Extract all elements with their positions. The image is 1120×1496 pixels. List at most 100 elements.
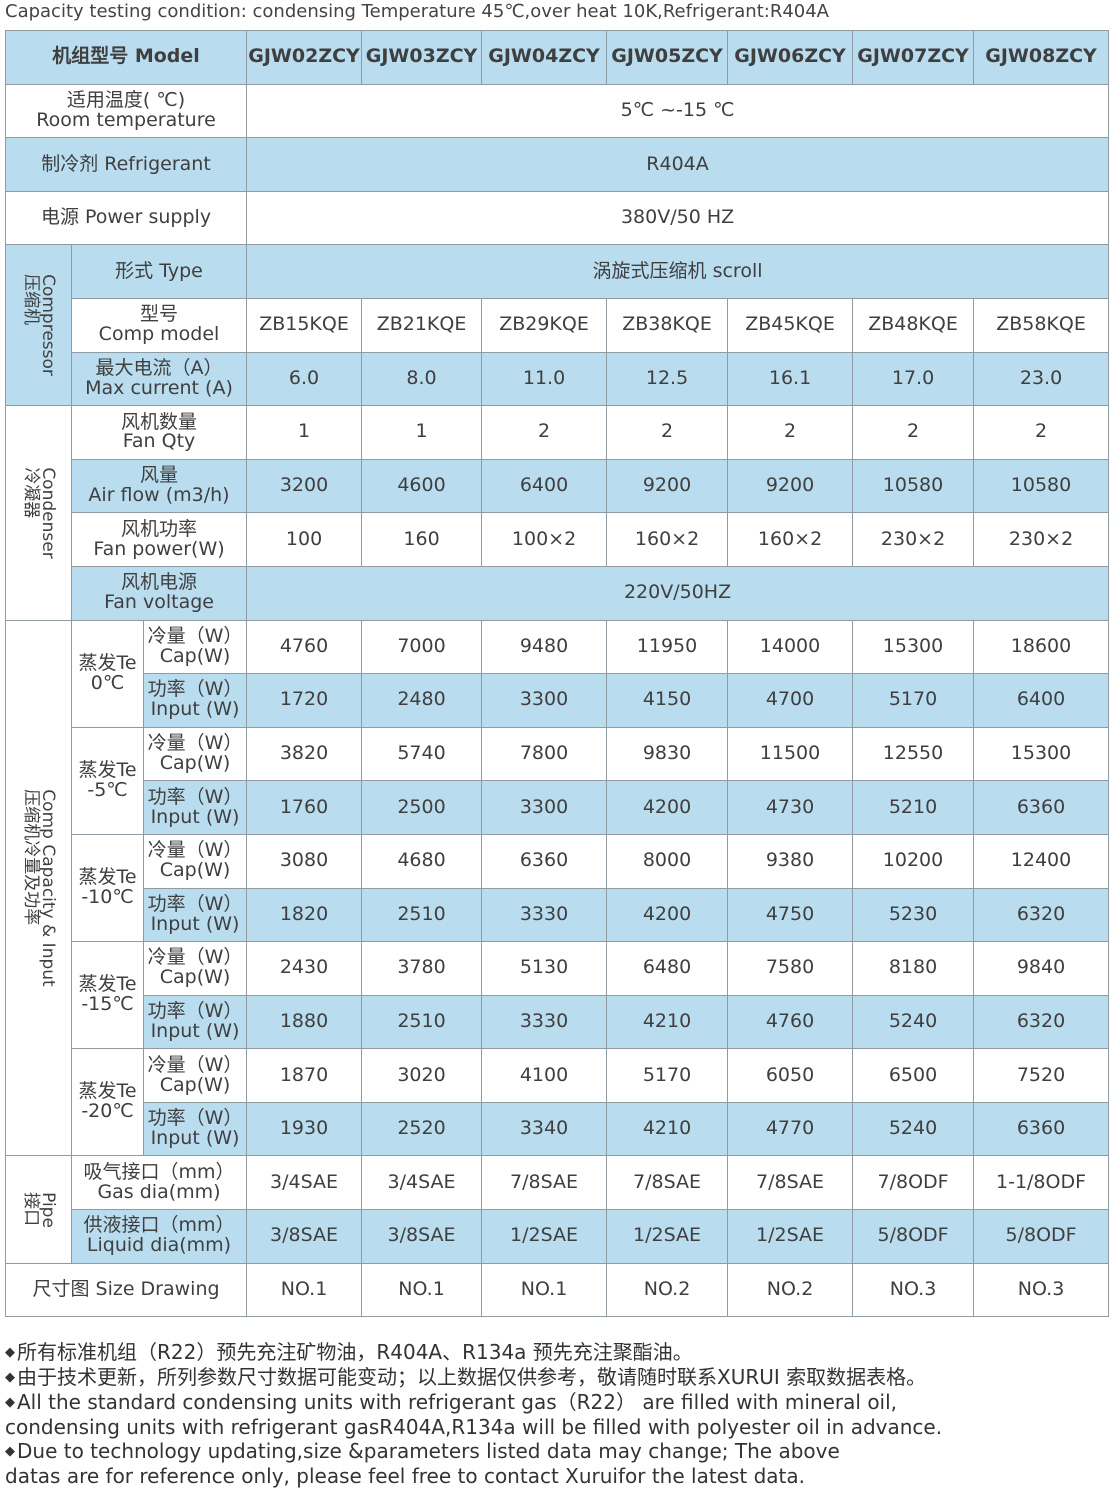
refrigerant-label: 制冷剂 Refrigerant	[4, 137, 248, 192]
label-en: Cap(W)	[159, 1073, 231, 1096]
cap-row-0: Comp Capacity & Input 压缩机冷量及功率 蒸发Te 0℃ 冷量…	[5, 619, 1110, 1157]
cap-label: 冷量（W） Cap(W)	[142, 619, 248, 675]
air-flow-label: 风量 Air flow (m3/h)	[70, 458, 248, 514]
table-cell: 3340	[481, 1101, 608, 1157]
table-cell: 8180	[852, 941, 975, 996]
table-cell: 5740	[361, 726, 483, 782]
table-cell: NO.3	[852, 1262, 975, 1318]
te-cn: 蒸发Te	[78, 866, 137, 889]
label-en: Cap(W)	[159, 644, 231, 667]
table-cell: NO.2	[606, 1262, 729, 1318]
table-cell: 5230	[852, 887, 975, 943]
gas-dia-row: Pipe 接口 吸气接口（mm） Gas dia(mm) 3/4SAE 3/4SA…	[5, 1155, 1110, 1264]
te-cn: 蒸发Te	[78, 651, 137, 674]
gas-dia-label: 吸气接口（mm） Gas dia(mm)	[70, 1155, 248, 1211]
table-cell: 4200	[606, 887, 729, 943]
group-cn: 冷凝器	[20, 467, 41, 519]
table-cell: 8.0	[361, 351, 483, 407]
input-label: 功率（W） Input (W)	[142, 1101, 248, 1157]
model-header: GJW05ZCY	[606, 30, 729, 85]
compressor-group-label: Compressor 压缩机	[5, 244, 72, 407]
table-cell: 9480	[481, 619, 608, 675]
te-value: -20℃	[81, 1100, 134, 1123]
fan-power-row: 风机功率 Fan power(W) 100 160 100×2 160×2 16…	[6, 512, 1110, 567]
table-cell: 6500	[852, 1048, 975, 1103]
table-cell: 3080	[246, 833, 363, 889]
cap-row-4: 蒸发Te -20℃ 冷量（W） Cap(W) 1870 3020 4100 51…	[6, 1048, 1110, 1157]
table-cell: 2510	[361, 994, 483, 1050]
table-cell: 1930	[246, 1101, 363, 1157]
table-cell: 5240	[852, 994, 975, 1050]
table-cell: NO.3	[973, 1262, 1110, 1318]
input-row-1: 功率（W） Input (W) 1760 2500 3300 4200 4730…	[6, 780, 1110, 835]
table-cell: 9200	[606, 458, 729, 514]
bullet-icon: ◆	[5, 1345, 15, 1360]
table-cell: 9200	[727, 458, 854, 514]
table-cell: 4600	[361, 458, 483, 514]
group-en: Comp Capacity & Input	[37, 789, 58, 987]
table-cell: 6.0	[246, 351, 363, 407]
table-cell: 12.5	[606, 351, 729, 407]
input-row-2: 功率（W） Input (W) 1820 2510 3330 4200 4750…	[6, 887, 1110, 943]
model-header: GJW02ZCY	[246, 30, 363, 85]
label-en: Input (W)	[150, 1019, 240, 1042]
te-value: -5℃	[87, 778, 128, 801]
label-cn: 冷量（W）	[147, 732, 243, 755]
table-cell: 23.0	[973, 351, 1110, 407]
comp-type-label: 形式 Type	[70, 244, 248, 299]
table-cell: 4750	[727, 887, 854, 943]
table-cell: 4200	[606, 780, 729, 835]
input-label: 功率（W） Input (W)	[142, 673, 248, 728]
table-cell: 1	[361, 405, 483, 460]
footnotes: ◆ 所有标准机组（R22）预先充注矿物油，R404A、R134a 预先充注聚酯油。…	[5, 1340, 1105, 1488]
table-cell: 11.0	[481, 351, 608, 407]
model-header: GJW08ZCY	[973, 30, 1110, 85]
label-en: Room temperature	[36, 108, 216, 131]
te-cn: 蒸发Te	[78, 973, 137, 996]
te-cn: 蒸发Te	[78, 1080, 137, 1103]
table-cell: 6050	[727, 1048, 854, 1103]
table-cell: 230×2	[852, 512, 975, 567]
table-cell: 5/8ODF	[852, 1209, 975, 1264]
label-cn: 功率（W）	[147, 892, 243, 915]
table-cell: 10200	[852, 833, 975, 889]
cap-row-1: 蒸发Te -5℃ 冷量（W） Cap(W) 3820 5740 7800 983…	[6, 726, 1110, 835]
model-header: GJW06ZCY	[727, 30, 854, 85]
table-cell: 4680	[361, 833, 483, 889]
power-supply-label: 电源 Power supply	[4, 190, 248, 246]
label-cn: 风机数量	[121, 410, 198, 433]
room-temp-row: 适用温度( ℃) Room temperature 5℃ ~-15 ℃	[4, 83, 1110, 139]
table-cell: 6360	[973, 780, 1110, 835]
label-cn: 功率（W）	[147, 785, 243, 808]
input-label: 功率（W） Input (W)	[142, 994, 248, 1050]
table-cell: 1820	[246, 887, 363, 943]
table-cell: 3780	[361, 941, 483, 996]
table-cell: 3300	[481, 673, 608, 728]
label-cn: 供液接口（mm）	[83, 1214, 235, 1237]
table-cell: 7/8ODF	[852, 1155, 975, 1211]
te-label: 蒸发Te -15℃	[71, 941, 144, 1050]
label-cn: 型号	[140, 303, 179, 326]
table-cell: 1/2SAE	[727, 1209, 854, 1264]
note-text: All the standard condensing units with r…	[17, 1390, 898, 1414]
table-cell: 3300	[481, 780, 608, 835]
table-cell: 5/8ODF	[973, 1209, 1110, 1264]
fan-voltage-label: 风机电源 Fan voltage	[70, 565, 248, 621]
table-cell: 1870	[246, 1048, 363, 1103]
fan-voltage-row: 风机电源 Fan voltage 220V/50HZ	[6, 565, 1110, 621]
table-cell: 4730	[727, 780, 854, 835]
label-cn: 适用温度( ℃)	[66, 88, 186, 111]
table-cell: ZB48KQE	[852, 297, 975, 353]
table-cell: 4700	[727, 673, 854, 728]
label-en: Cap(W)	[159, 966, 231, 989]
table-cell: 2510	[361, 887, 483, 943]
table-cell: NO.1	[481, 1262, 608, 1318]
label-cn: 功率（W）	[147, 1107, 243, 1130]
label-cn: 吸气接口（mm）	[83, 1160, 235, 1183]
note-1: ◆ 所有标准机组（R22）预先充注矿物油，R404A、R134a 预先充注聚酯油。	[5, 1340, 1105, 1365]
label-en: Input (W)	[150, 805, 240, 828]
table-cell: 1720	[246, 673, 363, 728]
table-cell: 3/8SAE	[361, 1209, 483, 1264]
table-cell: 1/2SAE	[481, 1209, 608, 1264]
table-cell: 5240	[852, 1101, 975, 1157]
